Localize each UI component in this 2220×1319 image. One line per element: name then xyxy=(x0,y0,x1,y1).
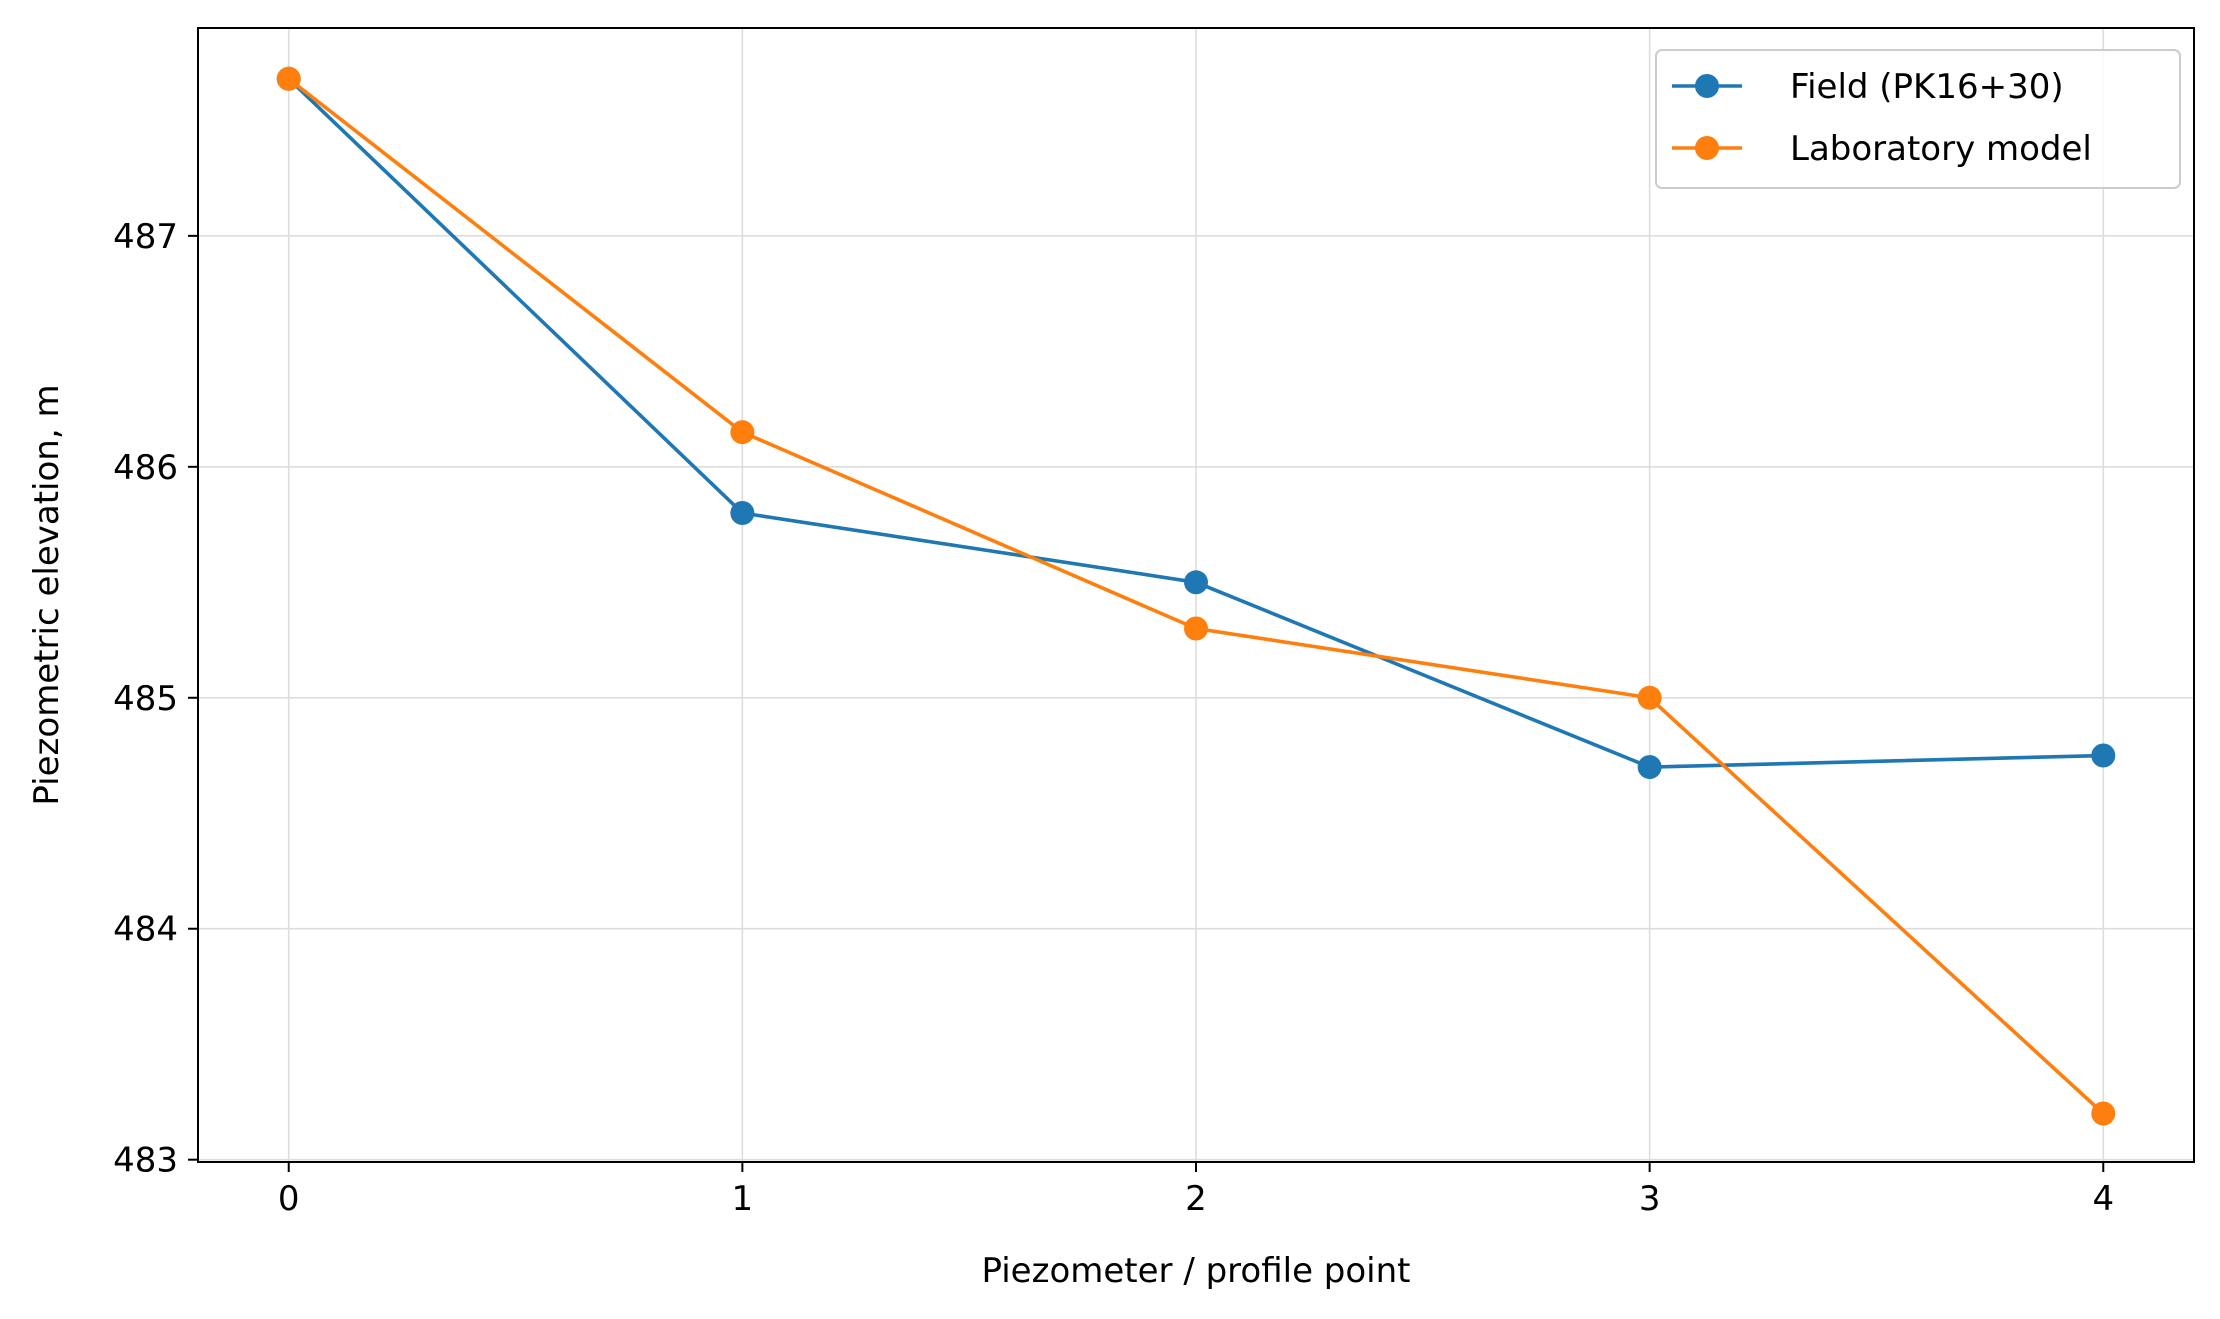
series-layer xyxy=(276,66,2116,1126)
y-axis-label: Piezometric elevation, m xyxy=(27,384,67,805)
legend-marker xyxy=(1695,136,1719,160)
y-tick-label: 486 xyxy=(113,448,178,488)
data-point xyxy=(730,501,755,526)
legend-item: Laboratory model xyxy=(1672,129,2092,169)
x-tick-label: 0 xyxy=(278,1179,300,1219)
data-point xyxy=(2091,1101,2116,1126)
grid-layer xyxy=(198,28,2194,1162)
data-point xyxy=(276,66,301,91)
tick-layer: 0 1 2 3 4 483 484 485 486 487 xyxy=(113,217,2114,1219)
data-point xyxy=(730,420,755,445)
x-tick-label: 1 xyxy=(732,1179,754,1219)
y-tick-label: 485 xyxy=(113,679,178,719)
x-tick-label: 2 xyxy=(1185,1179,1207,1219)
x-axis-label: Piezometer / profile point xyxy=(981,1251,1410,1291)
data-point xyxy=(2091,743,2116,768)
legend-marker xyxy=(1695,74,1719,98)
data-point xyxy=(1637,755,1662,780)
legend: Field (PK16+30) Laboratory model xyxy=(1655,49,2181,189)
y-tick-label: 484 xyxy=(113,910,178,950)
y-tick-label: 487 xyxy=(113,217,178,257)
y-tick-label: 483 xyxy=(113,1141,178,1181)
legend-item: Field (PK16+30) xyxy=(1672,67,2064,107)
legend-label: Laboratory model xyxy=(1790,129,2092,169)
legend-label: Field (PK16+30) xyxy=(1790,67,2064,107)
legend-box xyxy=(1655,49,2181,189)
series-1 xyxy=(276,66,2116,1126)
data-point xyxy=(1637,685,1662,710)
x-tick-label: 3 xyxy=(1639,1179,1661,1219)
data-point xyxy=(1184,570,1208,595)
data-point xyxy=(1184,616,1208,641)
x-tick-label: 4 xyxy=(2092,1179,2114,1219)
